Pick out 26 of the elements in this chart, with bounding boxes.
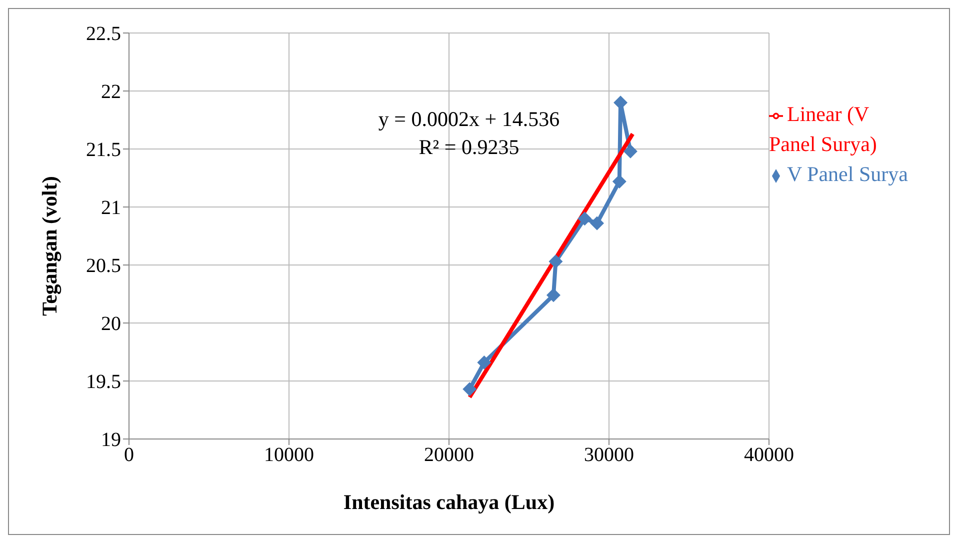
point — [477, 355, 492, 370]
y-tick-label: 19.5 — [86, 371, 121, 394]
legend-label: Linear (V Panel Surya) — [769, 102, 877, 156]
x-axis-title: Intensitas cahaya (Lux) — [343, 490, 555, 514]
x-tick-label: 40000 — [744, 444, 794, 466]
point — [578, 212, 592, 226]
x-tick-label: 30000 — [584, 444, 634, 466]
x-tick-label: 20000 — [424, 444, 474, 466]
point — [623, 144, 638, 158]
x-tick-label: 10000 — [264, 444, 314, 466]
y-tick-label: 20.5 — [86, 255, 121, 278]
y-tick-label: 19 — [101, 429, 121, 452]
y-tick-label: 20 — [101, 313, 121, 336]
annotation: y = 0.0002x + 14.536 — [377, 106, 561, 133]
point — [590, 216, 604, 230]
y-tick-label: 22.5 — [86, 23, 121, 46]
point — [548, 254, 563, 269]
point — [546, 288, 560, 302]
y-axis-title: Tegangan (volt) — [37, 176, 62, 316]
x-tick-label: 0 — [124, 444, 134, 466]
legend-label: V Panel Surya — [787, 162, 908, 186]
annotation: R² = 0.9235 — [418, 134, 520, 161]
y-tick-label: 22 — [101, 81, 121, 104]
point — [462, 382, 477, 396]
y-tick-label: 21 — [101, 197, 121, 220]
y-tick-label: 21.5 — [86, 139, 121, 162]
